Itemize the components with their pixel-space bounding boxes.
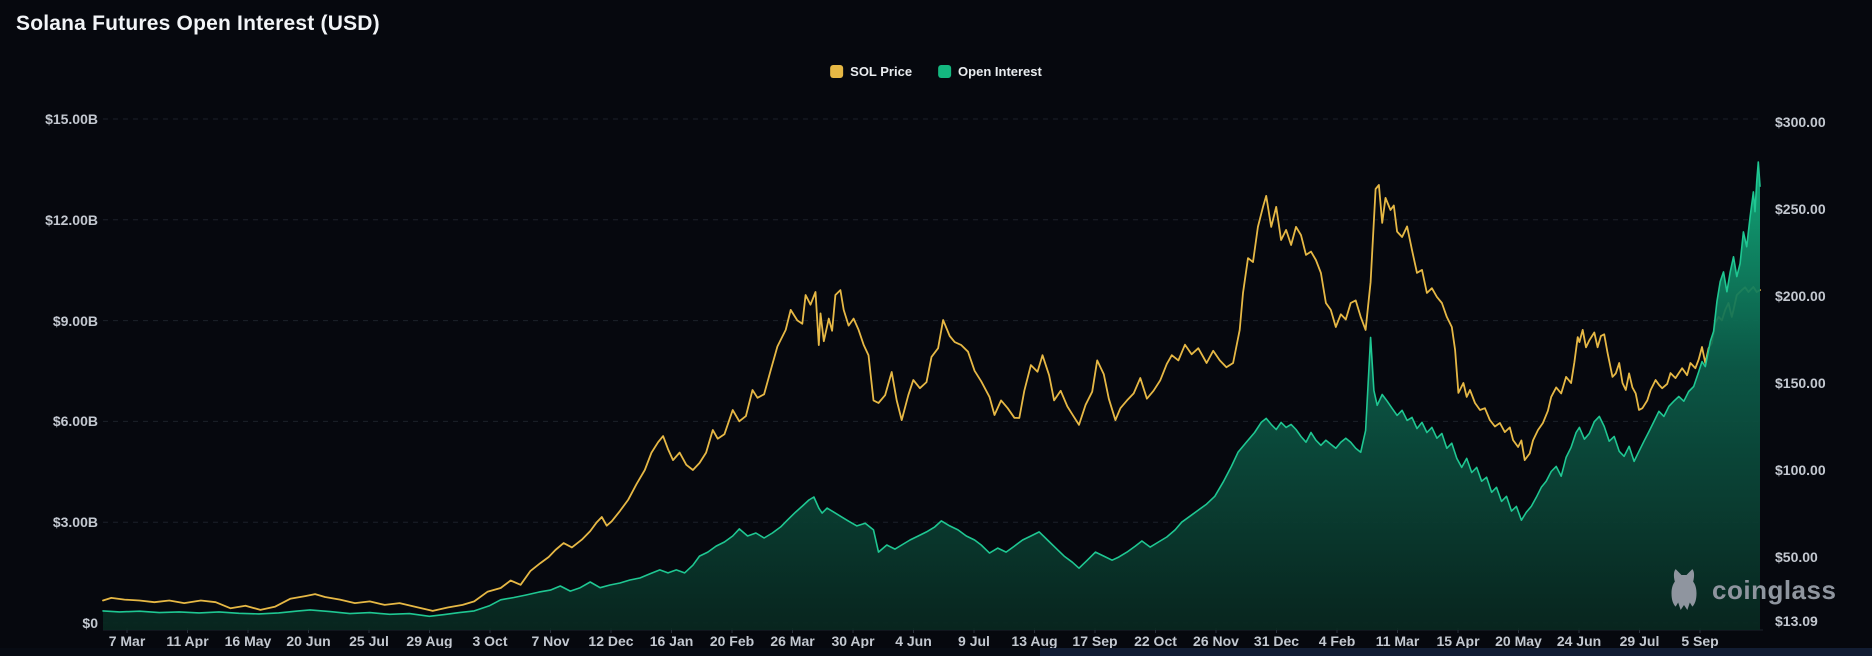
left-axis-tick-label: $0 [82, 615, 98, 631]
x-axis-tick-label: 11 Apr [166, 633, 209, 649]
x-axis-tick-label: 12 Dec [588, 633, 634, 649]
left-axis-tick-label: $12.00B [45, 211, 98, 228]
x-axis-tick-label: 29 Aug [406, 633, 453, 649]
x-axis-tick-label: 26 Mar [770, 633, 815, 649]
sol-price-swatch-icon [830, 65, 844, 78]
bottom-scroll-strip[interactable] [0, 648, 1872, 656]
coinglass-wordmark: coinglass [1712, 574, 1837, 605]
x-axis-tick-label: 15 Apr [1436, 633, 1480, 649]
coinglass-logo: coinglass [1664, 568, 1836, 612]
x-axis-tick-label: 13 Aug [1011, 633, 1058, 649]
open-interest-swatch-icon [938, 65, 952, 78]
x-axis-tick-label: 11 Mar [1375, 633, 1420, 649]
x-axis-tick-label: 16 Jan [649, 633, 694, 649]
x-axis-tick-label: 7 Mar [108, 633, 146, 649]
x-axis-tick-label: 30 Apr [831, 633, 875, 649]
x-axis-tick-label: 31 Dec [1253, 633, 1300, 649]
x-axis-tick-label: 20 May [1495, 633, 1542, 649]
x-axis-tick-label: 17 Sep [1072, 633, 1118, 649]
left-axis-tick-label: $6.00B [52, 413, 98, 430]
coinglass-ghost-icon [1671, 569, 1697, 610]
x-axis-tick-label: 22 Oct [1134, 633, 1177, 649]
x-axis-tick-label: 16 May [224, 633, 272, 649]
right-axis-tick-label: $50.00 [1775, 549, 1818, 565]
x-axis-tick-label: 20 Jun [286, 633, 331, 649]
right-axis-tick-label: $100.00 [1775, 462, 1826, 478]
x-axis-tick-label: 7 Nov [531, 633, 570, 649]
chart-title: Solana Futures Open Interest (USD) [16, 12, 380, 35]
left-axis-tick-label: $3.00B [52, 514, 98, 531]
legend-item-open-interest[interactable]: Open Interest [938, 64, 1042, 79]
x-axis-tick-label: 20 Feb [709, 633, 755, 649]
x-axis-tick-label: 4 Jun [895, 633, 932, 649]
x-axis-tick-label: 26 Nov [1193, 633, 1239, 649]
x-axis-tick-label: 3 Oct [472, 633, 508, 649]
bottom-scroll-strip-selection[interactable] [1040, 648, 1872, 656]
legend-item-sol-price[interactable]: SOL Price [830, 64, 912, 79]
left-axis-tick-label: $9.00B [52, 312, 98, 329]
left-axis-tick-label: $15.00B [45, 111, 98, 127]
right-axis-tick-label: $250.00 [1775, 201, 1826, 217]
x-axis-tick-label: 25 Jul [349, 633, 389, 649]
legend-label-open-interest: Open Interest [958, 64, 1042, 79]
x-axis-tick-label: 5 Sep [1681, 633, 1719, 649]
x-axis-tick-label: 9 Jul [958, 633, 990, 649]
legend-label-sol-price: SOL Price [850, 64, 913, 79]
chart-legend: SOL Price Open Interest [830, 64, 1042, 79]
right-axis-tick-label: $200.00 [1775, 288, 1826, 304]
right-axis-tick-label: $150.00 [1775, 375, 1826, 391]
right-axis-tick-label: $13.09 [1775, 613, 1818, 630]
x-axis-tick-label: 4 Feb [1318, 633, 1356, 649]
right-axis-tick-label: $300.00 [1775, 114, 1826, 130]
x-axis-tick-label: 24 Jun [1556, 633, 1602, 649]
x-axis-tick-label: 29 Jul [1619, 633, 1660, 649]
